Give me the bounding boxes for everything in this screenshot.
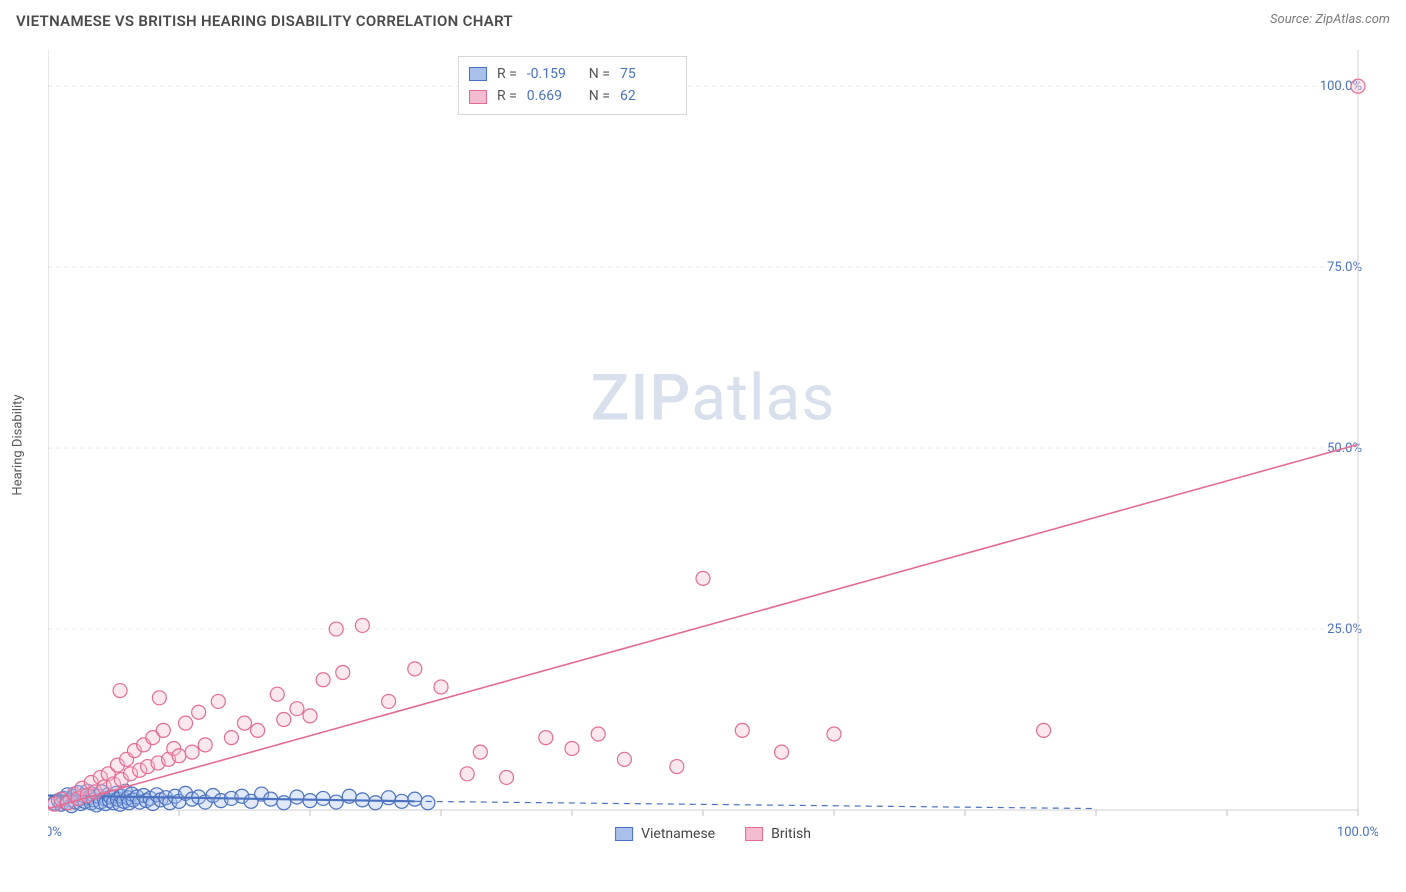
stat-r-value: -0.159: [527, 63, 579, 85]
stat-r-label: R =: [497, 85, 517, 107]
stat-swatch: [469, 67, 487, 81]
stat-n-label: N =: [589, 63, 610, 85]
legend-item: British: [745, 826, 811, 842]
stat-swatch: [469, 90, 487, 104]
legend-swatch: [615, 827, 633, 841]
svg-text:75.0%: 75.0%: [1327, 260, 1362, 275]
legend-item: Vietnamese: [615, 826, 715, 842]
source-label: Source: ZipAtlas.com: [1270, 12, 1390, 27]
svg-text:25.0%: 25.0%: [1327, 622, 1362, 637]
y-axis-title: Hearing Disability: [11, 394, 26, 495]
legend: Vietnamese British: [615, 826, 811, 842]
stat-row: R = 0.669 N = 62: [469, 85, 672, 107]
stats-box: R = -0.159 N = 75 R = 0.669 N = 62: [458, 56, 687, 115]
svg-text:100.0%: 100.0%: [1337, 825, 1378, 840]
stat-r-label: R =: [497, 63, 517, 85]
chart-area: Hearing Disability ZIPatlas 25.0%50.0%75…: [48, 50, 1378, 840]
legend-swatch: [745, 827, 763, 841]
stat-n-value: 75: [620, 63, 672, 85]
legend-label: Vietnamese: [641, 826, 715, 842]
stat-n-value: 62: [620, 85, 672, 107]
legend-label: British: [771, 826, 811, 842]
stat-r-value: 0.669: [527, 85, 579, 107]
svg-text:0.0%: 0.0%: [48, 825, 62, 840]
scatter-plot: 25.0%50.0%75.0%100.0%0.0%100.0%: [48, 50, 1378, 870]
stat-row: R = -0.159 N = 75: [469, 63, 672, 85]
stat-n-label: N =: [589, 85, 610, 107]
chart-title: VIETNAMESE VS BRITISH HEARING DISABILITY…: [16, 12, 513, 30]
